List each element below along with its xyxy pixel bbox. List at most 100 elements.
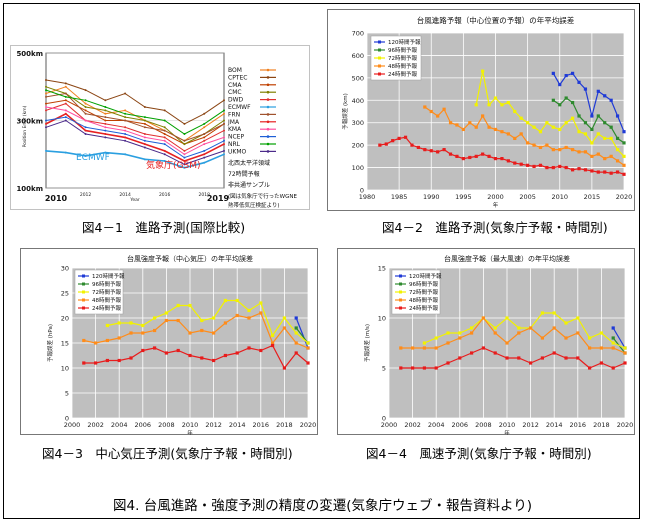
data-point: [203, 143, 206, 146]
legend-marker: [266, 150, 270, 153]
legend-marker: [82, 298, 85, 302]
legend-marker: [399, 306, 402, 310]
figure-frame: [3, 3, 640, 519]
chart-international-track-error: 500km 300km 100km 2012 2014 2016 2018 2010 2019 Y…: [10, 45, 310, 210]
data-point: [84, 109, 87, 112]
data-point: [458, 331, 462, 335]
data-point: [104, 133, 107, 135]
data-point: [164, 311, 168, 315]
data-point: [455, 123, 459, 127]
y-tick-label: 15: [378, 265, 386, 273]
legend-marker: [82, 306, 85, 310]
data-point: [505, 341, 509, 345]
data-point: [223, 99, 225, 102]
data-point: [481, 69, 485, 73]
data-point: [82, 361, 86, 365]
y-tick-label: 30: [61, 265, 69, 273]
data-point: [259, 311, 263, 315]
data-point: [596, 152, 600, 156]
data-point: [611, 346, 615, 350]
data-point: [615, 148, 620, 152]
chart-jma-pressure-error-by-lead: 台風強度予報（中心気圧）の年平均誤差 2000 2002 2004 2006 2008 20…: [20, 248, 318, 435]
legend-entry: CMA: [228, 82, 242, 89]
data-point: [282, 326, 286, 330]
data-point: [45, 85, 47, 88]
data-point: [622, 172, 626, 176]
x-tick-label: 2012: [80, 192, 92, 198]
data-point: [468, 155, 472, 160]
x-tick-label: 2018: [198, 192, 210, 198]
data-point: [235, 313, 239, 318]
data-point: [529, 326, 533, 330]
data-point: [551, 148, 555, 152]
legend-entry: NRL: [228, 141, 241, 148]
data-point: [143, 133, 146, 135]
data-point: [183, 133, 186, 135]
data-point: [143, 143, 146, 146]
data-point: [94, 361, 98, 365]
data-point: [105, 338, 109, 343]
data-point: [422, 341, 426, 345]
data-point: [247, 316, 251, 320]
data-point: [200, 328, 204, 333]
legend-marker: [266, 105, 270, 109]
x-tick-label: 1985: [391, 193, 408, 201]
y-tick-label: 500km: [16, 50, 43, 58]
series-line: [424, 312, 626, 349]
data-point: [532, 143, 536, 147]
data-point: [104, 99, 107, 102]
data-point: [45, 89, 47, 92]
data-point: [163, 136, 166, 139]
data-point: [564, 165, 568, 170]
series-line: [45, 99, 225, 145]
series-line: [45, 103, 225, 152]
data-point: [576, 331, 580, 335]
data-point: [223, 112, 225, 115]
caption-fig4-3: 図4－3 中心気圧予測(気象庁予報・時間別): [42, 446, 293, 461]
series-line: [45, 106, 225, 155]
data-point: [422, 346, 426, 350]
data-point: [384, 142, 388, 146]
x-tick-label: 2014: [229, 421, 246, 429]
chart-jma-track-error-by-lead: 台風進路予報（中心位置の予報）の年平均誤差 1980 1985 1990 1995 200…: [327, 9, 635, 211]
data-point: [487, 125, 491, 129]
data-point: [448, 152, 453, 156]
data-point: [124, 116, 127, 119]
data-point: [429, 109, 433, 114]
data-point: [64, 112, 67, 115]
data-point: [45, 126, 47, 129]
data-point: [84, 133, 87, 135]
data-point: [603, 121, 607, 125]
data-point: [487, 103, 491, 107]
data-point: [474, 154, 478, 158]
data-point: [45, 106, 47, 108]
x-tick-label: 2008: [158, 421, 175, 429]
data-point: [446, 341, 450, 345]
y-tick-label: 0: [360, 187, 364, 195]
x-tick-label: 2002: [87, 421, 104, 429]
series-line: [400, 347, 626, 369]
data-point: [583, 150, 588, 154]
y-tick-label: 15: [61, 340, 69, 348]
data-point: [45, 92, 47, 95]
data-point: [397, 136, 401, 141]
legend-entry: 72時間予報: [409, 288, 438, 296]
data-point: [603, 157, 607, 161]
legend-marker: [378, 72, 381, 76]
legend-marker: [82, 290, 85, 294]
legend-marker: [266, 98, 270, 101]
x-axis-label: 年: [504, 429, 510, 435]
data-point: [176, 348, 180, 353]
legend-marker: [266, 68, 270, 72]
legend-entry: CMC: [228, 89, 242, 96]
y-tick-label: 600: [352, 52, 364, 60]
data-point: [500, 130, 504, 134]
data-point: [590, 169, 594, 173]
data-point: [611, 326, 615, 330]
legend-marker: [266, 83, 270, 87]
data-point: [577, 130, 581, 134]
data-point: [163, 153, 166, 156]
data-point: [105, 323, 109, 328]
data-point: [611, 341, 615, 345]
data-point: [163, 139, 166, 142]
